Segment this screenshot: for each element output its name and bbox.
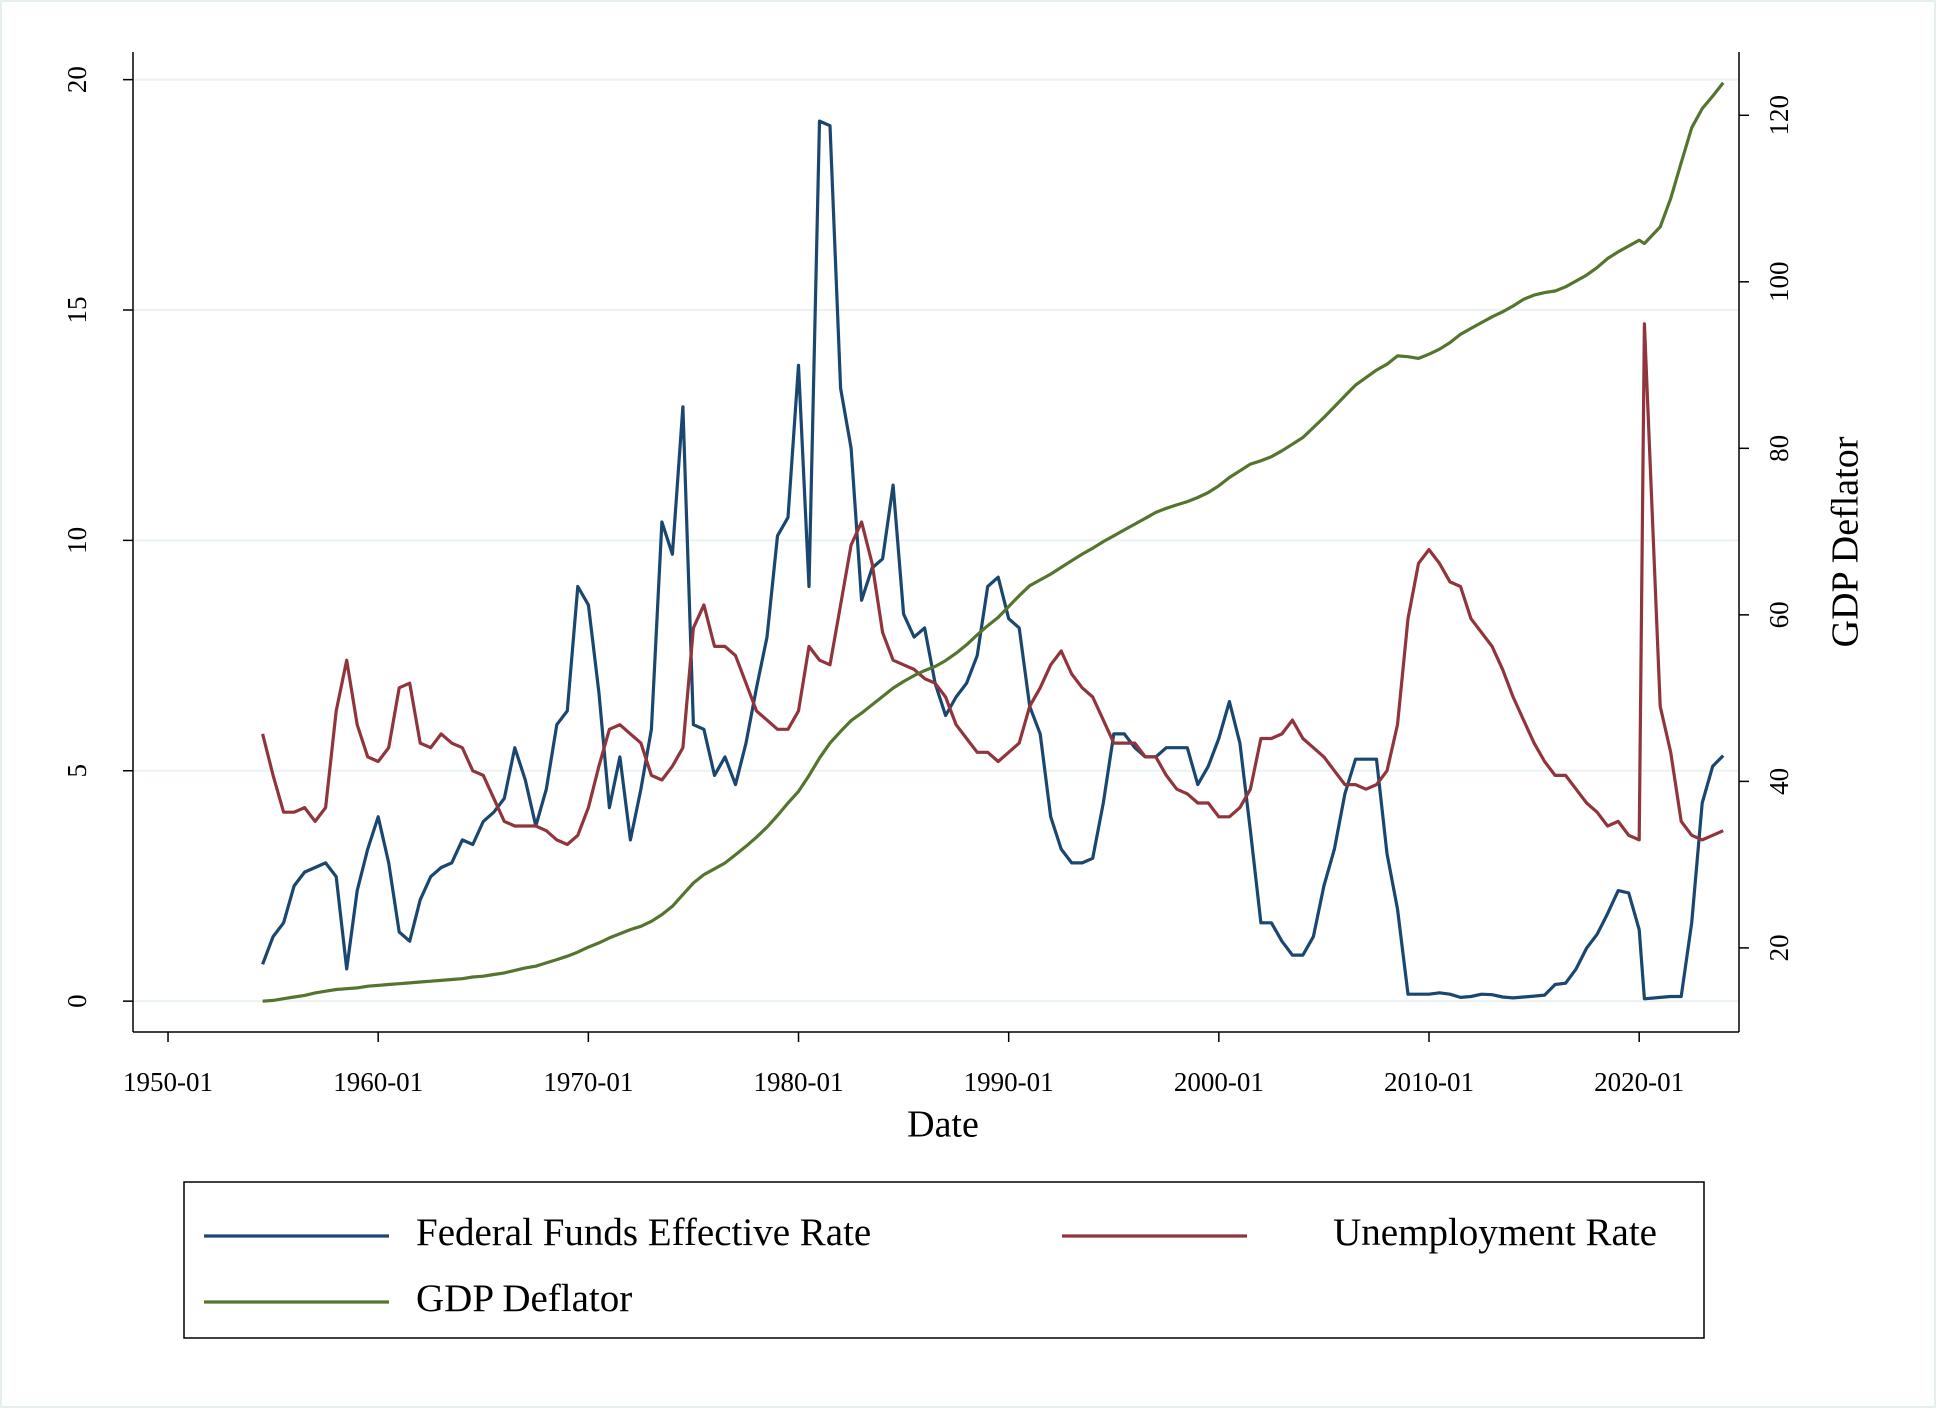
y2-tick-label: 80 [1764, 435, 1794, 462]
legend-box [183, 1181, 1705, 1339]
series-line [261, 119, 1725, 1001]
x-tick-label: 1950-01 [123, 1067, 213, 1097]
y2-tick-label: 100 [1764, 262, 1794, 303]
legend-label: Federal Funds Effective Rate [416, 1211, 871, 1254]
y2-tick-label: 40 [1764, 768, 1794, 795]
y2-axis-title: GDP Deflator [1825, 436, 1867, 647]
y-tick-label: 0 [62, 994, 92, 1008]
x-tick-label: 1960-01 [333, 1067, 423, 1097]
x-tick-label: 1980-01 [754, 1067, 844, 1097]
y-tick-label: 10 [62, 527, 92, 554]
y2-tick-label: 120 [1764, 95, 1794, 136]
x-axis-title: Date [907, 1104, 979, 1146]
y2-tick-label: 60 [1764, 601, 1794, 628]
legend-label: Unemployment Rate [1333, 1211, 1657, 1254]
series-line [262, 81, 1725, 1003]
y-tick-label: 5 [62, 764, 92, 778]
y-tick-label: 20 [62, 66, 92, 93]
x-tick-label: 2020-01 [1594, 1067, 1684, 1097]
x-tick-label: 1990-01 [964, 1067, 1054, 1097]
y-tick-label: 15 [62, 297, 92, 324]
series-line [261, 322, 1724, 847]
x-tick-label: 2000-01 [1174, 1067, 1264, 1097]
y2-tick-label: 20 [1764, 934, 1794, 961]
x-tick-label: 1970-01 [543, 1067, 633, 1097]
x-tick-label: 2010-01 [1384, 1067, 1474, 1097]
legend-label: GDP Deflator [416, 1277, 632, 1320]
